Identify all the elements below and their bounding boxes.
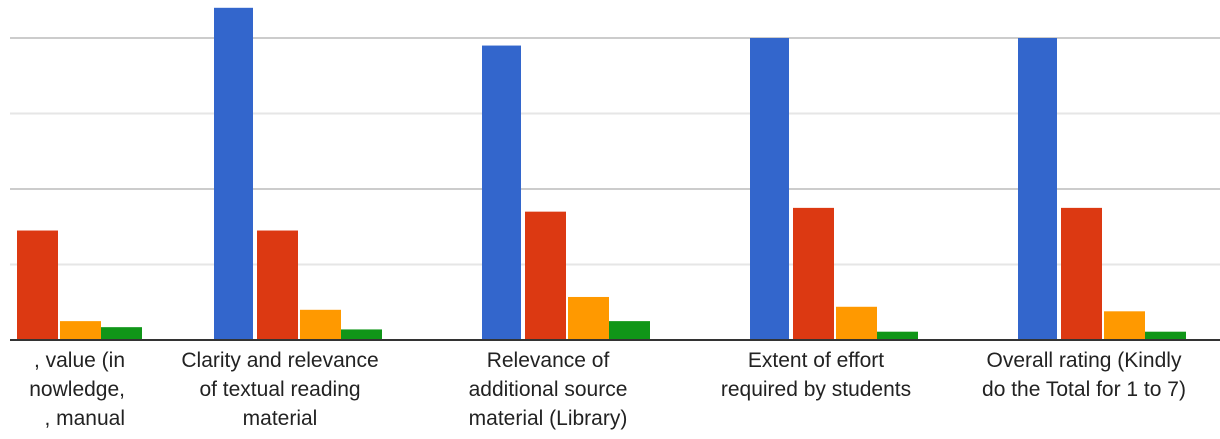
- bar: [525, 211, 566, 340]
- category-label: Clarity and relevance of textual reading…: [181, 349, 379, 430]
- bar: [1104, 311, 1145, 340]
- bar: [101, 327, 142, 340]
- bar: [17, 230, 58, 340]
- bar: [750, 38, 789, 340]
- bar: [1061, 207, 1102, 340]
- bar: [609, 321, 650, 340]
- bar: [1145, 331, 1186, 340]
- bars: [17, 7, 1186, 341]
- category-label: Extent of effort required by students: [720, 349, 912, 401]
- category-label: Relevance of additional source material …: [468, 349, 628, 430]
- category-label: , value (in nowledge, , manual: [29, 349, 125, 430]
- bar: [1018, 38, 1057, 340]
- bar: [214, 7, 253, 341]
- bar: [482, 45, 521, 341]
- bar: [568, 296, 609, 340]
- bar: [877, 331, 918, 340]
- bar: [60, 321, 101, 340]
- bar: [257, 230, 298, 340]
- bar: [793, 207, 834, 340]
- bar: [836, 306, 877, 340]
- category-label: Overall rating (Kindly do the Total for …: [982, 349, 1186, 401]
- bar: [341, 329, 382, 340]
- bar: [300, 309, 341, 340]
